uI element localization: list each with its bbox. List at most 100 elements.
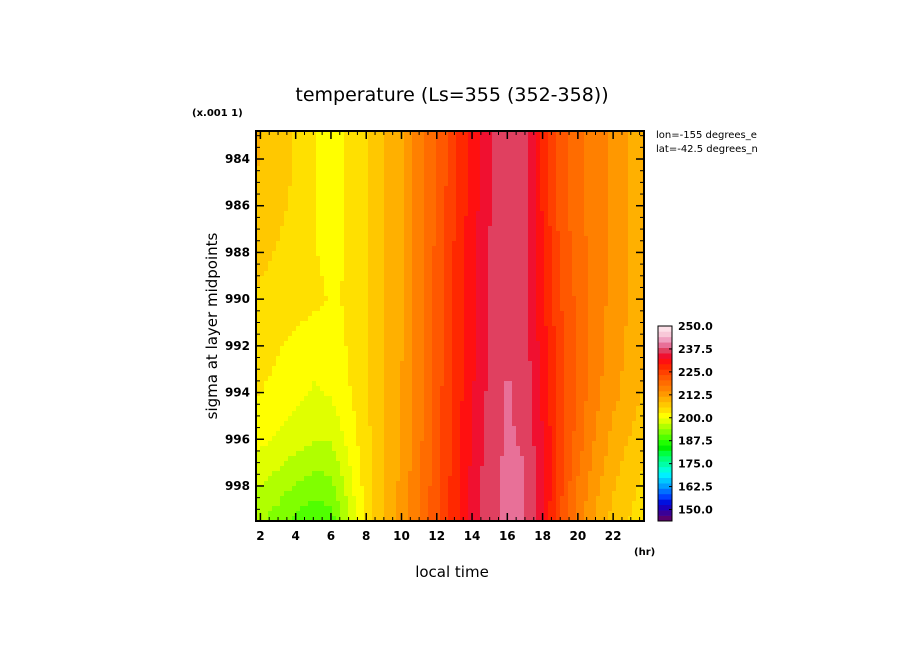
heatmap-cell xyxy=(452,331,457,337)
heatmap-cell xyxy=(304,176,309,182)
heatmap-cell xyxy=(580,376,585,382)
heatmap-cell xyxy=(512,171,517,177)
heatmap-cell xyxy=(364,306,369,312)
heatmap-cell xyxy=(388,171,393,177)
heatmap-cell xyxy=(332,166,337,172)
heatmap-cell xyxy=(284,256,289,262)
heatmap-cell xyxy=(588,316,593,322)
heatmap-cell xyxy=(544,336,549,342)
heatmap-cell xyxy=(292,186,297,192)
heatmap-cell xyxy=(448,301,453,307)
heatmap-cell xyxy=(552,291,557,297)
heatmap-cell xyxy=(568,351,573,357)
heatmap-cell xyxy=(328,181,333,187)
heatmap-cell xyxy=(576,166,581,172)
heatmap-cell xyxy=(456,336,461,342)
heatmap-cell xyxy=(360,141,365,147)
heatmap-cell xyxy=(380,271,385,277)
heatmap-cell xyxy=(312,241,317,247)
heatmap-cell xyxy=(488,296,493,302)
heatmap-cell xyxy=(464,261,469,267)
heatmap-cell xyxy=(556,291,561,297)
heatmap-cell xyxy=(356,376,361,382)
heatmap-cell xyxy=(636,146,641,152)
heatmap-cell xyxy=(344,206,349,212)
heatmap-cell xyxy=(528,131,533,137)
heatmap-cell xyxy=(596,286,601,292)
heatmap-cell xyxy=(280,186,285,192)
heatmap-cell xyxy=(388,296,393,302)
heatmap-cell xyxy=(368,376,373,382)
heatmap-cell xyxy=(468,226,473,232)
heatmap-cell xyxy=(268,381,273,387)
heatmap-cell xyxy=(280,211,285,217)
heatmap-cell xyxy=(316,341,321,347)
heatmap-cell xyxy=(292,271,297,277)
heatmap-cell xyxy=(392,256,397,262)
heatmap-cell xyxy=(424,341,429,347)
heatmap-cell xyxy=(440,206,445,212)
heatmap-cell xyxy=(324,341,329,347)
heatmap-cell xyxy=(272,316,277,322)
heatmap-cell xyxy=(416,351,421,357)
heatmap-cell xyxy=(436,366,441,372)
heatmap-cell xyxy=(636,141,641,147)
heatmap-cell xyxy=(364,146,369,152)
heatmap-cell xyxy=(480,171,485,177)
heatmap-cell xyxy=(432,276,437,282)
heatmap-cell xyxy=(632,316,637,322)
heatmap-cell xyxy=(404,176,409,182)
heatmap-cell xyxy=(264,216,269,222)
heatmap-cell xyxy=(556,356,561,362)
heatmap-cell xyxy=(636,271,641,277)
heatmap-cell xyxy=(332,231,337,237)
heatmap-cell xyxy=(372,311,377,317)
heatmap-cell xyxy=(512,241,517,247)
heatmap-cell xyxy=(416,141,421,147)
heatmap-cell xyxy=(388,166,393,172)
heatmap-cell xyxy=(308,286,313,292)
heatmap-cell xyxy=(548,351,553,357)
heatmap-cell xyxy=(380,381,385,387)
heatmap-cell xyxy=(316,151,321,157)
heatmap-cell xyxy=(520,336,525,342)
heatmap-cell xyxy=(540,341,545,347)
heatmap-cell xyxy=(296,146,301,152)
heatmap-cell xyxy=(596,136,601,142)
heatmap-cell xyxy=(560,191,565,197)
heatmap-cell xyxy=(640,256,645,262)
heatmap-cell xyxy=(380,151,385,157)
heatmap-cell xyxy=(324,326,329,332)
heatmap-cell xyxy=(612,281,617,287)
heatmap-cell xyxy=(372,201,377,207)
heatmap-cell xyxy=(520,321,525,327)
heatmap-cell xyxy=(492,186,497,192)
heatmap-cell xyxy=(624,361,629,367)
heatmap-cell xyxy=(484,211,489,217)
heatmap-cell xyxy=(352,336,357,342)
heatmap-cell xyxy=(580,226,585,232)
heatmap-cell xyxy=(392,151,397,157)
heatmap-cell xyxy=(612,136,617,142)
heatmap-cell xyxy=(448,281,453,287)
heatmap-cell xyxy=(288,246,293,252)
heatmap-cell xyxy=(320,316,325,322)
heatmap-cell xyxy=(544,141,549,147)
heatmap-cell xyxy=(432,381,437,387)
heatmap-cell xyxy=(280,311,285,317)
heatmap-cell xyxy=(564,136,569,142)
heatmap-cell xyxy=(560,376,565,382)
heatmap-cell xyxy=(356,246,361,252)
heatmap-cell xyxy=(336,201,341,207)
heatmap-cell xyxy=(376,181,381,187)
heatmap-cell xyxy=(392,266,397,272)
heatmap-cell xyxy=(552,211,557,217)
heatmap-cell xyxy=(264,316,269,322)
heatmap-cell xyxy=(460,161,465,167)
heatmap-cell xyxy=(376,186,381,192)
heatmap-cell xyxy=(560,261,565,267)
heatmap-cell xyxy=(556,336,561,342)
heatmap-cell xyxy=(524,266,529,272)
heatmap-cell xyxy=(432,161,437,167)
heatmap-cell xyxy=(576,336,581,342)
